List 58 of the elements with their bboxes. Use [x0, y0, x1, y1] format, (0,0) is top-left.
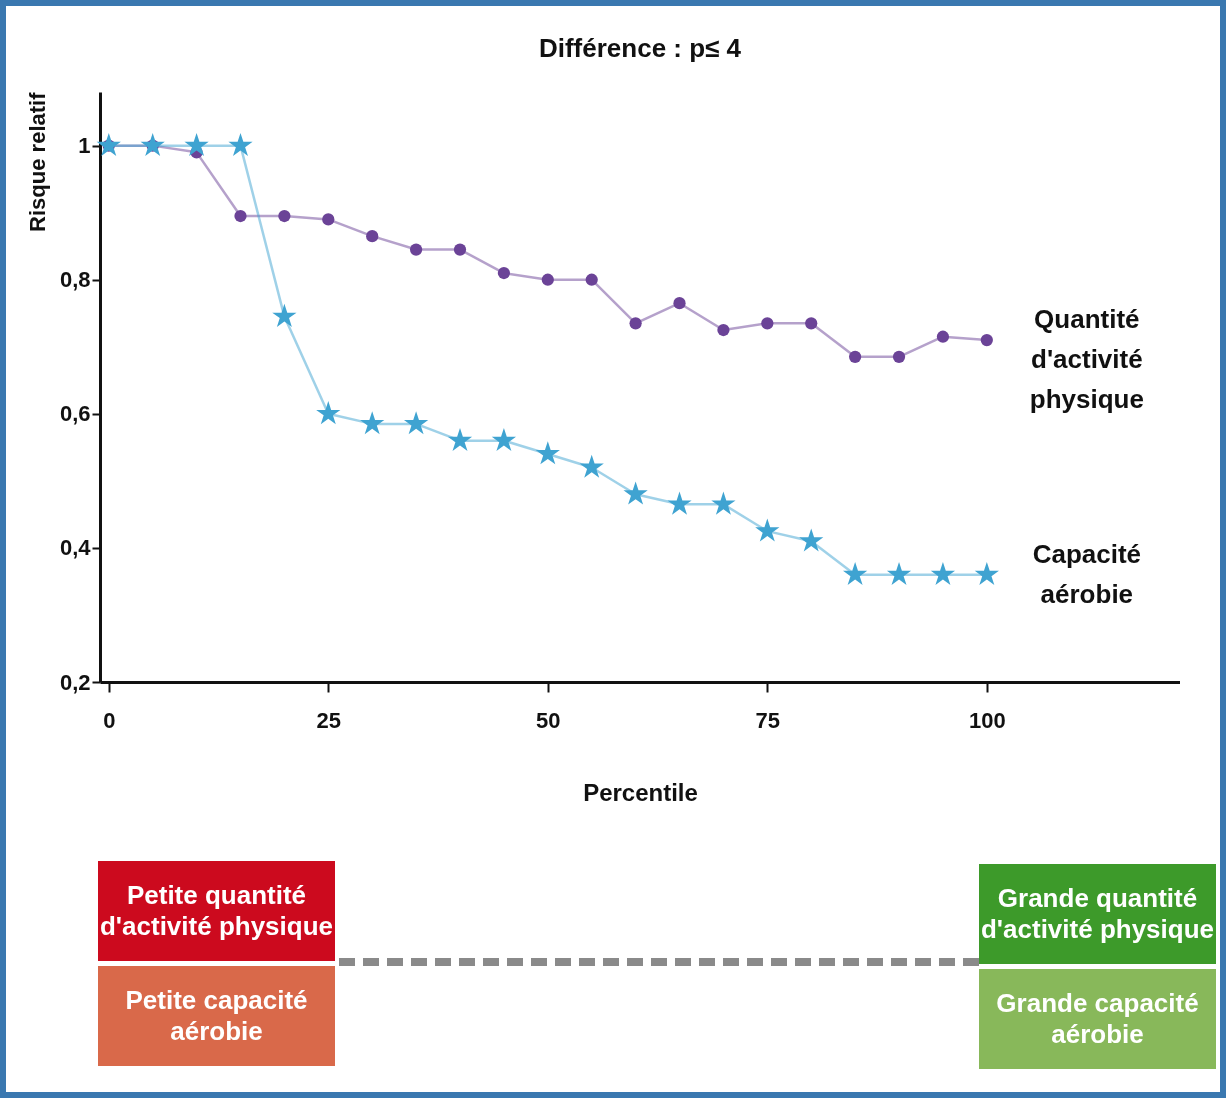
point [541, 273, 554, 286]
x-axis-title: Percentile [583, 778, 698, 806]
point [843, 561, 868, 586]
point [140, 132, 165, 156]
x-tick-label: 75 [755, 707, 781, 733]
point [403, 411, 429, 435]
series-label: Capacité aérobie [1032, 538, 1142, 609]
point [366, 230, 379, 243]
x-tick-label: 50 [536, 707, 561, 733]
point [974, 561, 999, 586]
point [491, 427, 517, 451]
point [585, 273, 598, 286]
point [272, 303, 297, 327]
y-axis-title: Risque relatif [24, 91, 50, 232]
x-tick-label: 0 [103, 707, 116, 733]
point [447, 427, 473, 451]
point [711, 491, 736, 515]
point [673, 297, 686, 310]
point [805, 317, 818, 330]
point [886, 561, 912, 586]
y-tick-label: 1 [78, 133, 91, 159]
point [278, 209, 291, 223]
point [228, 132, 253, 156]
text: Grande quantité d'activité physique [979, 864, 1216, 964]
text: Petite capacité aérobie [98, 966, 335, 1066]
point [234, 209, 247, 223]
point [799, 528, 824, 552]
chart-title: Différence : p≤ 4 [538, 33, 742, 63]
point [755, 518, 780, 542]
point [980, 333, 993, 347]
point [623, 481, 648, 505]
point [936, 330, 950, 343]
point [579, 454, 604, 478]
x-tick-label: 25 [316, 707, 342, 733]
x-tick-label: 100 [968, 707, 1006, 733]
point [409, 243, 423, 256]
series-label: Quantité d'activité physique [1029, 304, 1144, 415]
point [360, 411, 385, 435]
point [761, 317, 774, 330]
point [930, 561, 956, 586]
point [717, 323, 730, 337]
point [322, 213, 335, 226]
y-tick-label: 0,8 [59, 267, 91, 293]
y-tick-label: 0,4 [59, 535, 92, 561]
text: Grande capacité aérobie [979, 969, 1216, 1069]
point [497, 266, 511, 280]
point [667, 491, 692, 515]
point [892, 350, 906, 363]
point [849, 350, 862, 363]
text: Petite quantité d'activité physique [98, 861, 335, 961]
y-tick-label: 0,6 [59, 401, 91, 427]
y-tick-label: 0,2 [59, 669, 91, 695]
point [316, 401, 341, 425]
point [453, 243, 467, 256]
point [184, 132, 209, 156]
point [96, 132, 121, 156]
point [535, 441, 560, 465]
point [629, 317, 642, 330]
